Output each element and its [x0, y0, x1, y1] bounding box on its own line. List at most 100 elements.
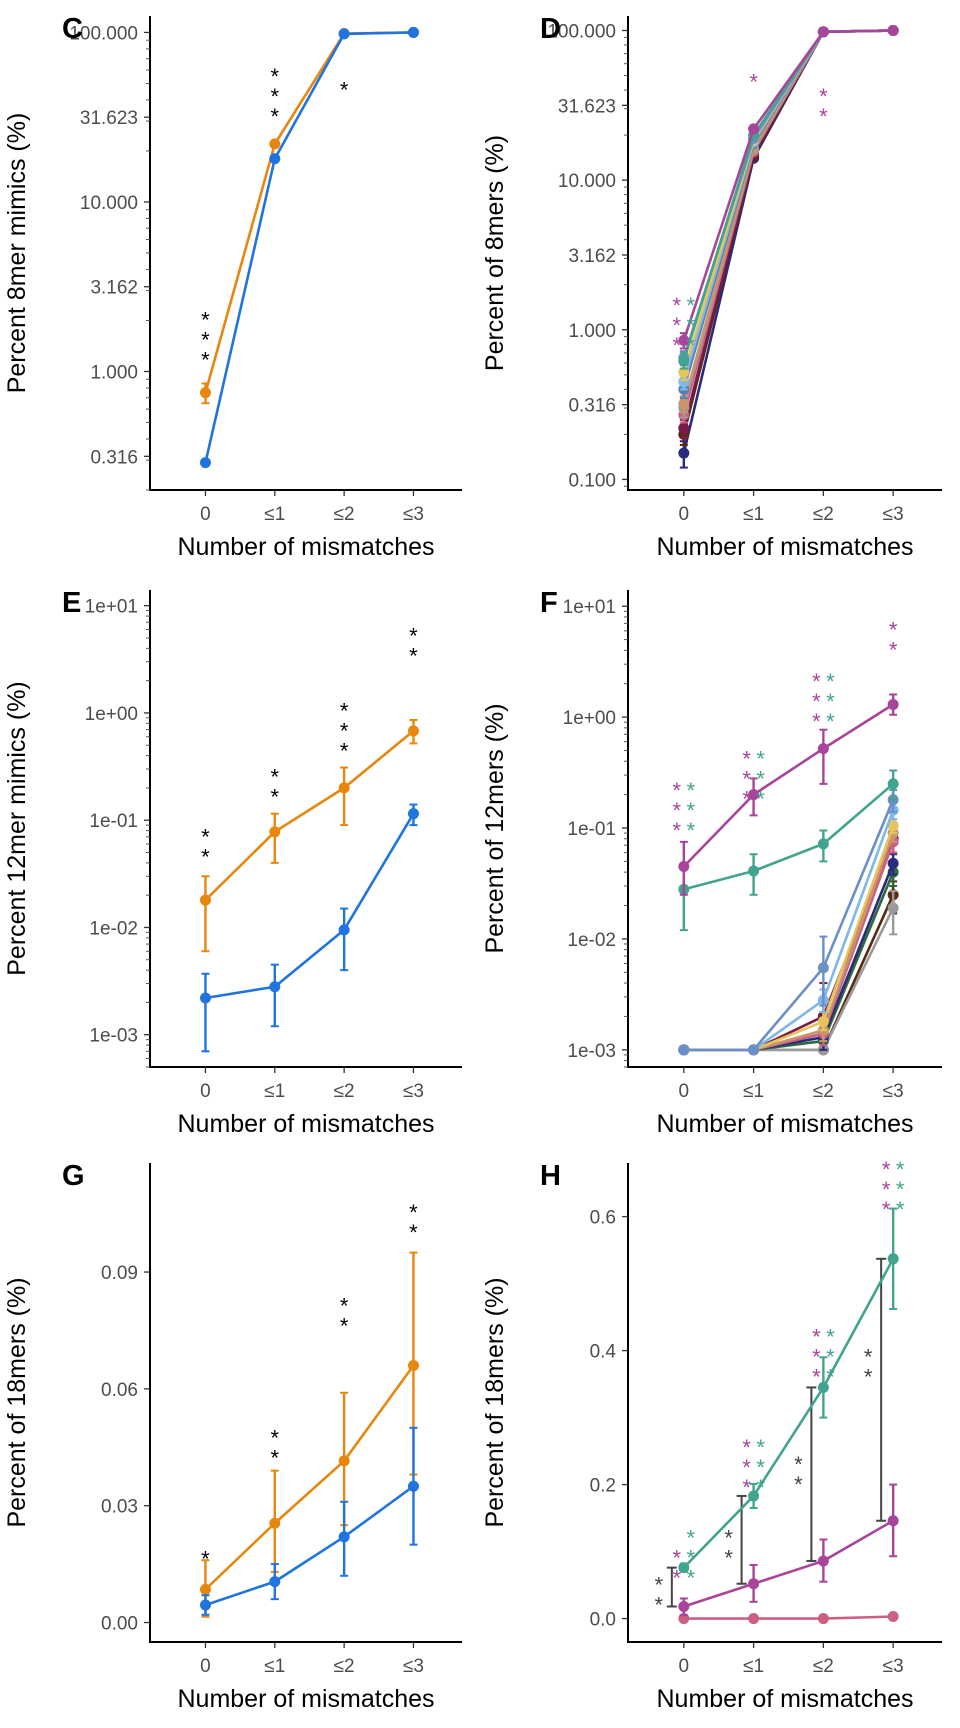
star-mark: * [201, 327, 210, 352]
y-tick-label: 3.162 [90, 278, 138, 299]
data-point [748, 865, 760, 877]
data-point [887, 1611, 899, 1623]
data-point [407, 808, 419, 820]
star-mark: * [882, 1177, 891, 1202]
panel-e: 1e-03 1e-02 1e-01 1e+00 1e+01 0 ≤1 ≤2 ≤3 Number o… [3, 587, 462, 1138]
x-tick-label: ≤1 [743, 1081, 764, 1102]
star-mark: * [826, 1364, 835, 1389]
significance-stars: ** [409, 1200, 418, 1245]
star-mark: * [673, 313, 682, 338]
y-tick-label: 0.100 [568, 470, 616, 491]
data-point [678, 334, 690, 346]
star-mark: * [409, 623, 418, 648]
y-axis-title: Percent of 8mers (%) [481, 135, 509, 371]
star-mark: * [687, 778, 696, 803]
series-line [204, 1364, 415, 1591]
star-mark: * [794, 1452, 803, 1477]
x-tick-label: ≤2 [334, 1656, 355, 1677]
significance-stars: *** [271, 64, 280, 129]
y-tick-label: 10.000 [558, 171, 616, 192]
star-mark: * [724, 1545, 733, 1570]
star-mark: * [655, 1572, 664, 1597]
series-line [204, 31, 414, 463]
star-mark: * [812, 1344, 821, 1369]
panel-c: 0.316 1.000 3.162 10.000 31.623 100.000 0 ≤1 ≤2 ≤… [3, 13, 462, 561]
star-mark: * [749, 70, 758, 95]
difference-bracket [876, 1257, 887, 1522]
star-mark: * [882, 1197, 891, 1222]
x-axis-title: Number of mismatches [656, 533, 913, 561]
data-point [817, 743, 829, 755]
star-mark: * [864, 1345, 873, 1370]
significance-stars: *** [201, 307, 210, 372]
x-tick-label: 0 [679, 1081, 690, 1102]
data-point [887, 902, 899, 914]
x-tick-label: ≤2 [334, 1081, 355, 1102]
y-axis-title: Percent 12mer mimics (%) [3, 681, 31, 976]
x-axis-title: Number of mismatches [177, 1685, 434, 1713]
data-point [678, 1562, 690, 1574]
data-point [887, 857, 899, 869]
x-tick-label: ≤1 [743, 1656, 764, 1677]
panel-label: C [62, 13, 83, 45]
data-point [269, 153, 281, 165]
star-mark: * [742, 1435, 751, 1460]
x-tick-label: ≤3 [883, 504, 904, 525]
star-mark: * [340, 698, 349, 723]
y-tick-label: 1e-01 [567, 819, 616, 840]
y-tick-label: 0.316 [568, 396, 616, 417]
significance-stars: ** [794, 1452, 803, 1497]
x-tick-label: ≤3 [883, 1081, 904, 1102]
y-tick-label: 31.623 [558, 96, 616, 117]
difference-bracket [736, 1494, 747, 1585]
data-point [887, 1515, 899, 1527]
difference-bracket [666, 1566, 677, 1608]
series-line [204, 729, 415, 901]
y-axis-title: Percent of 18mers (%) [3, 1277, 31, 1527]
star-mark: * [687, 293, 696, 318]
y-tick-label: 0.00 [101, 1614, 138, 1635]
significance-stars: ** ** * [673, 1525, 696, 1590]
star-mark: * [340, 738, 349, 763]
star-mark: * [794, 1472, 803, 1497]
x-tick-label: ≤3 [403, 504, 424, 525]
star-mark: * [409, 1220, 418, 1245]
star-mark: * [340, 1293, 349, 1318]
data-series [678, 789, 899, 1056]
significance-stars: ** [819, 84, 828, 129]
data-point [887, 25, 899, 37]
data-point [407, 26, 419, 38]
data-point [407, 725, 419, 737]
x-axis-title: Number of mismatches [656, 1685, 913, 1713]
panel-f: 1e-03 1e-02 1e-01 1e+00 1e+01 0 ≤1 ≤2 ≤3 Number o… [481, 587, 942, 1138]
significance-stars: * ** ** * [882, 1157, 905, 1222]
star-mark: * [687, 818, 696, 843]
star-mark: * [340, 718, 349, 743]
series-line [682, 1258, 895, 1569]
star-mark: * [687, 1545, 696, 1570]
x-tick-label: 0 [679, 1656, 690, 1677]
star-mark: * [201, 347, 210, 372]
series-line [205, 1485, 415, 1607]
data-series [199, 803, 419, 1053]
panel-h: 0.0 0.2 0.4 0.6 0 ≤1 ≤2 ≤3 Number of mismatches P… [481, 1157, 942, 1713]
star-mark: * [271, 104, 280, 129]
series-line [683, 799, 895, 1052]
significance-stars: ** [409, 623, 418, 668]
x-tick-label: ≤2 [813, 1081, 834, 1102]
x-axis-title: Number of mismatches [177, 1110, 434, 1138]
data-point [748, 789, 760, 801]
y-tick-label: 0.6 [590, 1208, 616, 1229]
panel-label: G [62, 1160, 85, 1192]
x-tick-label: 0 [200, 504, 211, 525]
y-tick-label: 10.000 [80, 193, 138, 214]
star-mark: * [756, 1435, 765, 1460]
star-mark: * [819, 84, 828, 109]
y-tick-label: 1e-03 [567, 1041, 616, 1062]
data-point [678, 447, 690, 459]
y-axis-title: Percent of 18mers (%) [481, 1277, 509, 1527]
panel-label: H [540, 1160, 561, 1192]
data-point [678, 422, 690, 434]
y-tick-label: 0.03 [101, 1497, 138, 1518]
